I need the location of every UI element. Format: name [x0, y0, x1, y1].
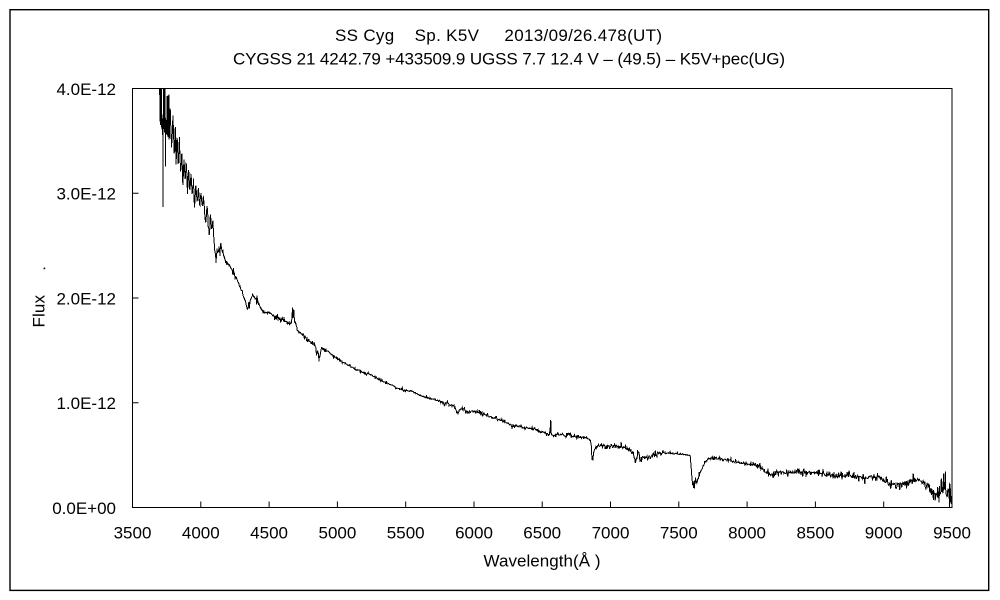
- svg-text:5500: 5500: [387, 524, 425, 543]
- svg-text:CYGSS 21 4242.79 +433509.9 UGS: CYGSS 21 4242.79 +433509.9 UGSS 7.7 12.4…: [233, 50, 785, 69]
- svg-text:9000: 9000: [865, 524, 903, 543]
- svg-text:9500: 9500: [933, 524, 971, 543]
- svg-text:5000: 5000: [318, 524, 356, 543]
- svg-text:4500: 4500: [250, 524, 288, 543]
- svg-text:3500: 3500: [114, 524, 152, 543]
- svg-text:4.0E-12: 4.0E-12: [56, 80, 116, 99]
- svg-text:6000: 6000: [455, 524, 493, 543]
- svg-text:Wavelength(Å ): Wavelength(Å ): [484, 552, 601, 571]
- svg-text:1.0E-12: 1.0E-12: [56, 394, 116, 413]
- svg-text:SS Cyg Sp. K5V 2013/09/: SS Cyg Sp. K5V 2013/09/26.478(UT): [335, 26, 662, 45]
- svg-text:7500: 7500: [660, 524, 698, 543]
- svg-text:8500: 8500: [796, 524, 834, 543]
- svg-text:6500: 6500: [523, 524, 561, 543]
- svg-text:7000: 7000: [592, 524, 630, 543]
- svg-text:Flux: Flux: [30, 295, 49, 328]
- svg-text:2.0E-12: 2.0E-12: [56, 289, 116, 308]
- svg-text:4000: 4000: [182, 524, 220, 543]
- svg-text:8000: 8000: [728, 524, 766, 543]
- svg-text:3.0E-12: 3.0E-12: [56, 185, 116, 204]
- svg-text:0.0E+00: 0.0E+00: [52, 499, 116, 518]
